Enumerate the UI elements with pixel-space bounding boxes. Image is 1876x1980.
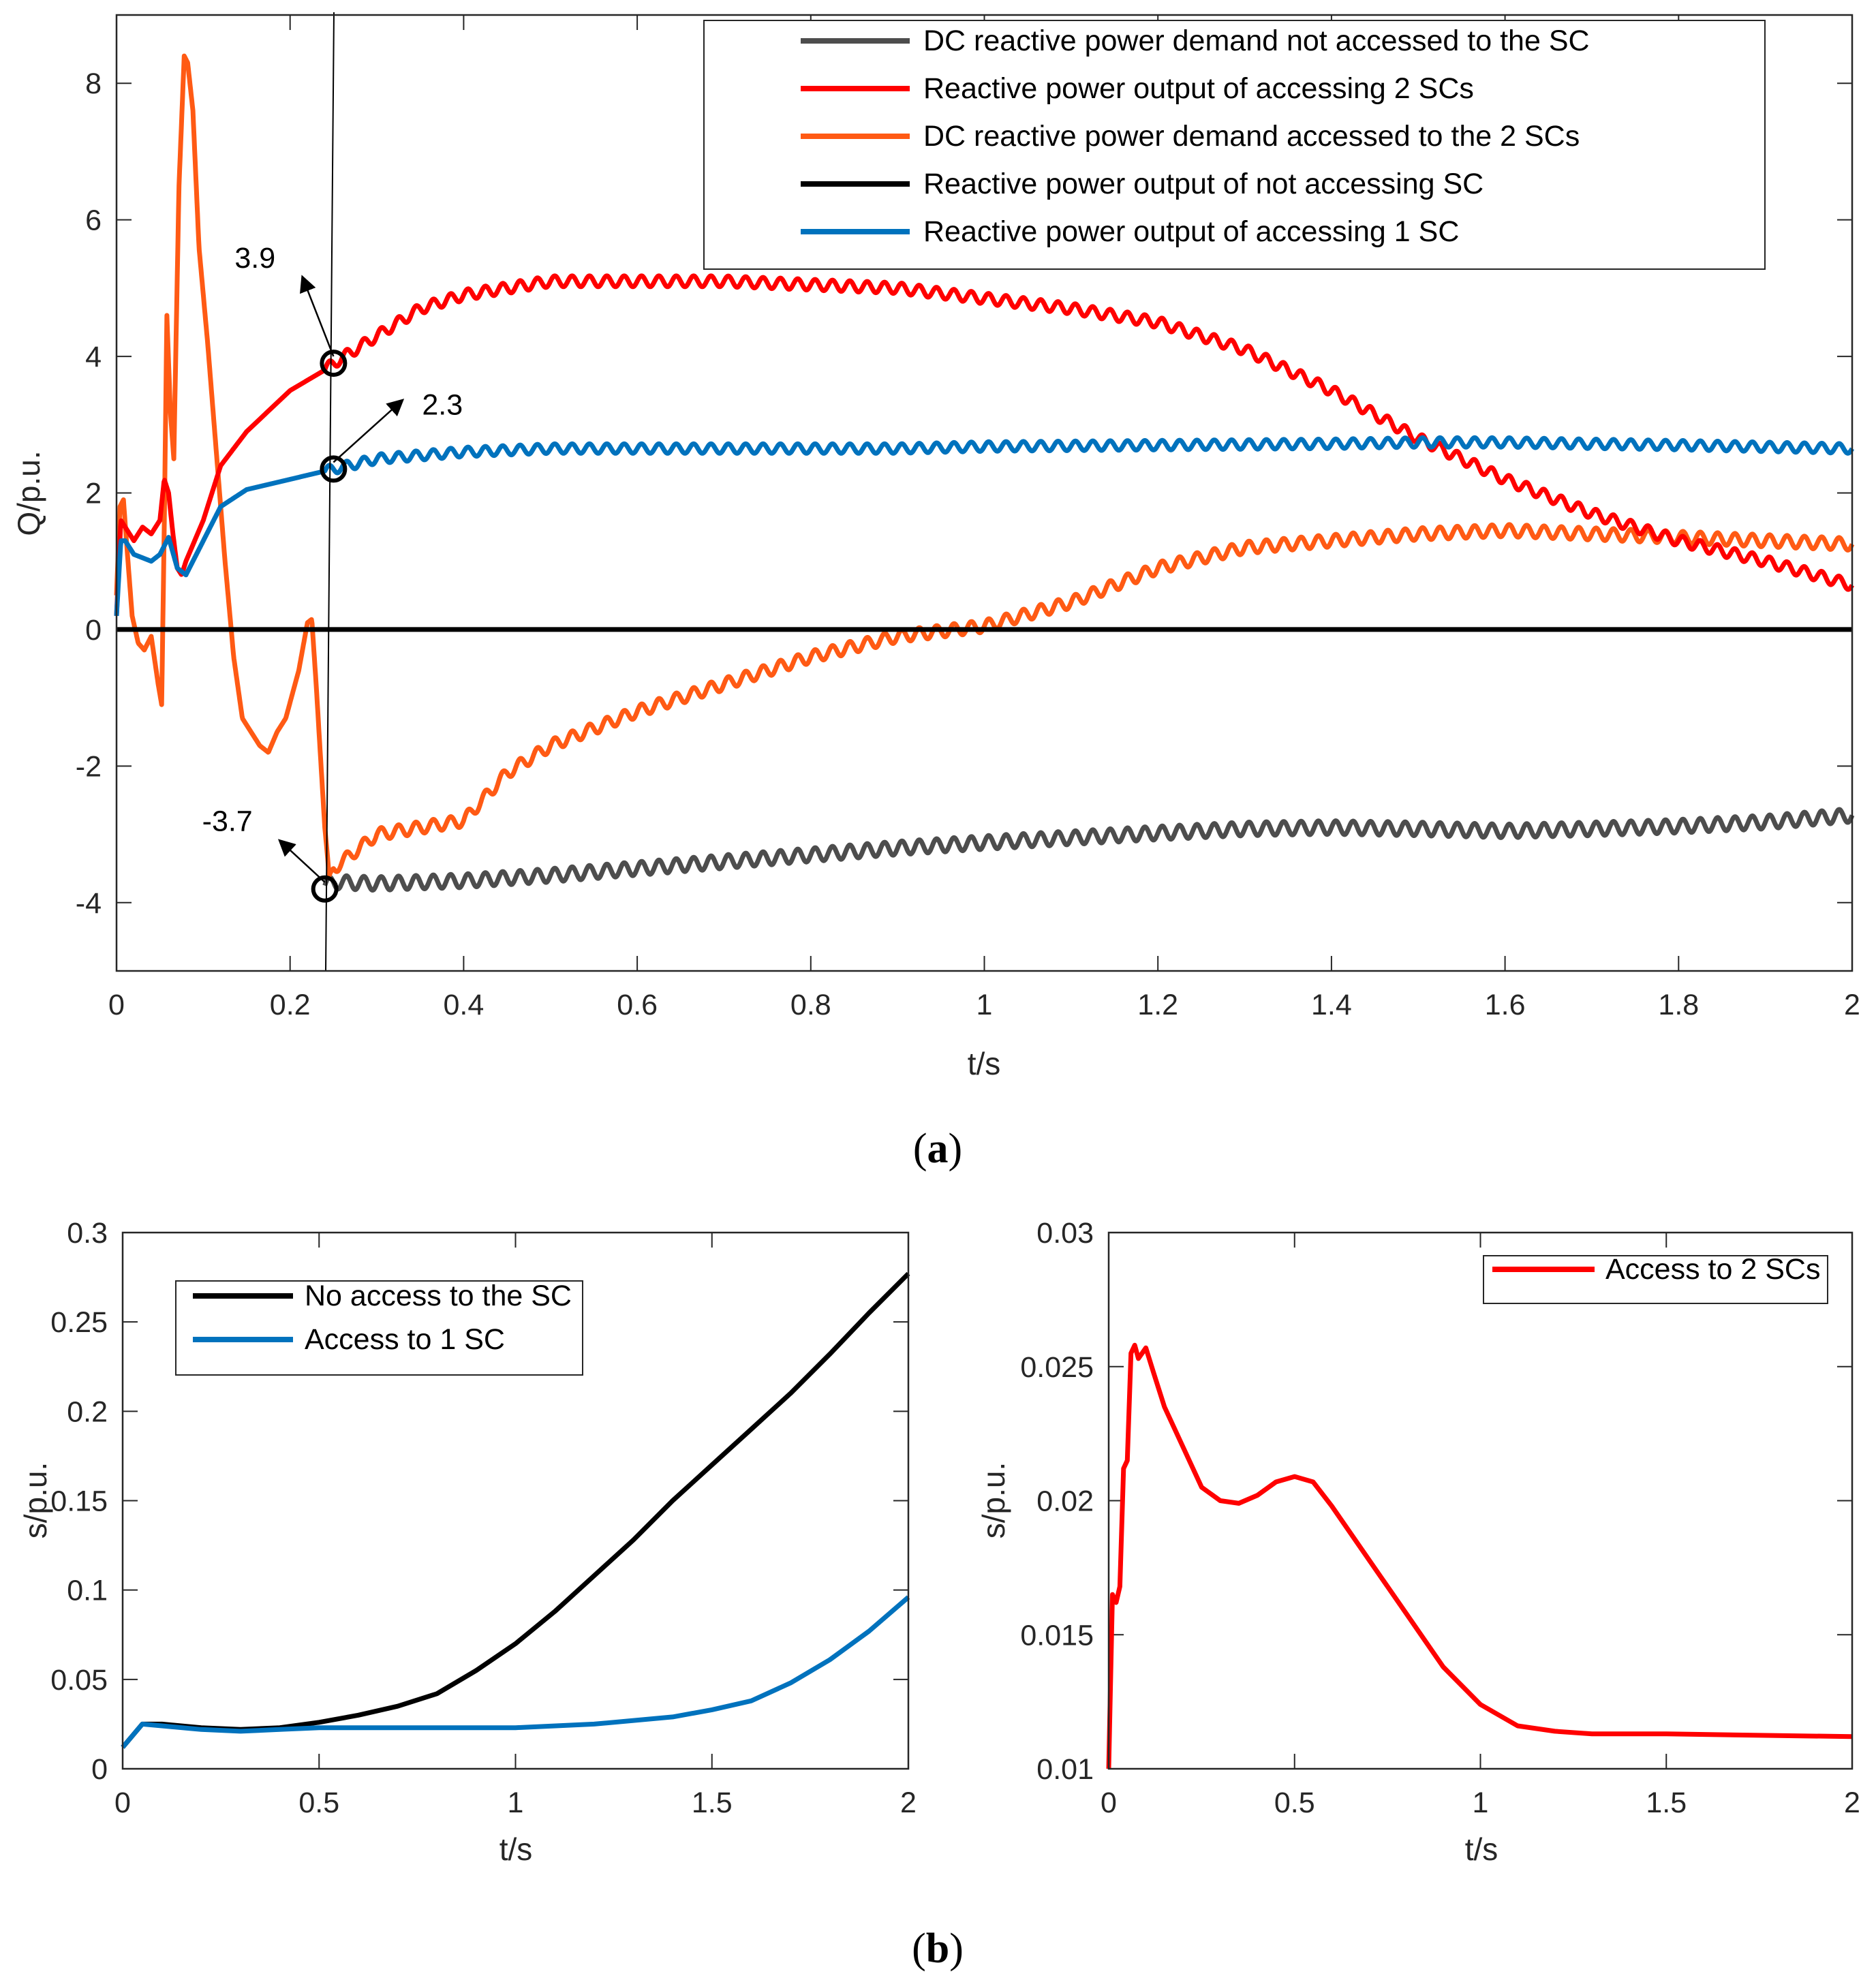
a-xtick-label: 0.2 [270,989,311,1021]
a-legend-label: Reactive power output of accessing 2 SCs [923,72,1474,105]
chart-b-left-ylabel: s/p.u. [18,1462,53,1539]
a-series-line-1 [114,273,1855,617]
chart-a-cursor-line [325,12,335,972]
a-ytick-label: -2 [76,750,102,783]
chart-a: 0 0.2 0.4 0.6 0.8 1 1.2 1.4 1.6 1.8 2 -4 -2 0 2 4 6 8 3.9… [11,12,1860,1172]
bl-xtick-label: 0 [114,1786,131,1819]
br-ytick-label: 0.03 [1036,1217,1094,1250]
bl-ytick-label: 0.15 [50,1485,108,1518]
chart-b-left-legend: No access to the SC Access to 1 SC [175,1280,583,1376]
a-legend-label: DC reactive power demand accessed to the… [923,120,1580,153]
a-legend-label: DC reactive power demand not accessed to… [923,25,1590,57]
a-ytick-label: 8 [85,67,102,100]
a-ytick-label: 2 [85,478,102,510]
caption-a: (a) [913,1126,962,1172]
annotation-marker [320,350,348,377]
a-xtick-label: 1.6 [1485,989,1526,1021]
a-xtick-label: 2 [1844,989,1860,1021]
annotation-label: 3.9 [234,242,275,275]
annotation-arrow [300,275,335,357]
a-legend-label: Reactive power output of accessing 1 SC [923,215,1459,248]
chart-b-right-legend-box [1483,1255,1828,1304]
br-ytick-label: 0.02 [1036,1485,1094,1518]
a-ytick-label: -4 [76,887,102,920]
a-xtick-label: 1 [977,989,993,1021]
chart-b-left-ticks: 0 0.5 1 1.5 2 0 0.05 0.1 0.15 0.2 0.25 0.3 [50,1217,917,1819]
annotation-marker [311,875,339,903]
br-ytick-label: 0.025 [1020,1351,1094,1384]
br-xtick-label: 1 [1473,1786,1489,1819]
br-series-line-0 [1106,1342,1853,1769]
a-xtick-label: 0 [108,989,125,1021]
a-xtick-label: 1.4 [1311,989,1352,1021]
caption-a-letter: a [927,1126,949,1172]
chart-a-annotations: 3.9 2.3 -3.7 [202,242,463,903]
chart-a-ticks: 0 0.2 0.4 0.6 0.8 1 1.2 1.4 1.6 1.8 2 -4 -2 0 2 4 6 8 [76,15,1860,1021]
annotation-marker [320,455,348,483]
a-xtick-label: 0.8 [790,989,831,1021]
bl-xtick-label: 1 [508,1786,524,1819]
bl-xtick-label: 1.5 [692,1786,733,1819]
bl-ytick-label: 0.25 [50,1306,108,1339]
br-ytick-label: 0.01 [1036,1753,1094,1786]
chart-b-right-legend: Access to 2 SCs [1483,1253,1828,1304]
caption-b: (b) [912,1925,964,1972]
bl-ytick-label: 0 [91,1753,108,1786]
bl-legend-label: Access to 1 SC [305,1323,505,1356]
bl-ytick-label: 0.1 [67,1575,108,1607]
bl-xtick-label: 2 [900,1786,917,1819]
bl-legend-label: No access to the SC [305,1280,572,1312]
a-legend-label: Reactive power output of not accessing S… [923,168,1483,200]
br-xtick-label: 2 [1844,1786,1860,1819]
annotation-arrow [333,399,405,463]
chart-a-ylabel: Q/p.u. [11,450,46,536]
br-xtick-label: 1.5 [1646,1786,1687,1819]
chart-b-right-series [1106,1342,1853,1769]
chart-a-legend-box [703,20,1766,270]
bl-ytick-label: 0.2 [67,1395,108,1428]
chart-b-right-ticks: 0 0.5 1 1.5 2 0.01 0.015 0.02 0.025 0.03 [1020,1217,1860,1819]
a-series-line-2 [114,53,1855,878]
a-ytick-label: 6 [85,204,102,237]
br-xtick-label: 0 [1101,1786,1117,1819]
a-ytick-label: 4 [85,341,102,373]
bl-ytick-label: 0.3 [67,1217,108,1250]
chart-b-right-axes-box [1107,1231,1854,1770]
a-xtick-label: 0.6 [617,989,658,1021]
a-series-line-4 [114,435,1855,617]
chart-a-legend: DC reactive power demand not accessed to… [703,20,1766,270]
bl-ytick-label: 0.05 [50,1664,108,1697]
bl-series-line-1 [121,1595,910,1749]
a-xtick-label: 1.8 [1658,989,1699,1021]
annotation-label: 2.3 [422,388,463,421]
caption-b-letter: b [926,1925,949,1972]
chart-a-series [114,53,1855,893]
chart-b-left-series [121,1271,910,1749]
a-series-line-0 [322,807,1855,893]
a-ytick-label: 0 [85,614,102,647]
annotation-label: -3.7 [202,805,253,838]
annotation-arrow [277,839,326,883]
chart-b-left-axes-box [121,1231,910,1770]
br-xtick-label: 0.5 [1274,1786,1315,1819]
br-legend-label: Access to 2 SCs [1605,1253,1820,1286]
a-xtick-label: 1.2 [1137,989,1178,1021]
chart-b-left-xlabel: t/s [499,1831,533,1867]
bl-xtick-label: 0.5 [298,1786,339,1819]
chart-a-xlabel: t/s [968,1046,1001,1081]
chart-b-right-ylabel: s/p.u. [976,1462,1011,1539]
a-xtick-label: 0.4 [444,989,485,1021]
chart-b-left: 0 0.5 1 1.5 2 0 0.05 0.1 0.15 0.2 0.25 0.3 No acces… [18,1217,917,1867]
chart-a-axes-box [115,14,1854,972]
chart-b-right-xlabel: t/s [1465,1831,1498,1867]
br-ytick-label: 0.015 [1020,1619,1094,1652]
chart-b-right: 0 0.5 1 1.5 2 0.01 0.015 0.02 0.025 0.03 Access t… [976,1217,1860,1867]
